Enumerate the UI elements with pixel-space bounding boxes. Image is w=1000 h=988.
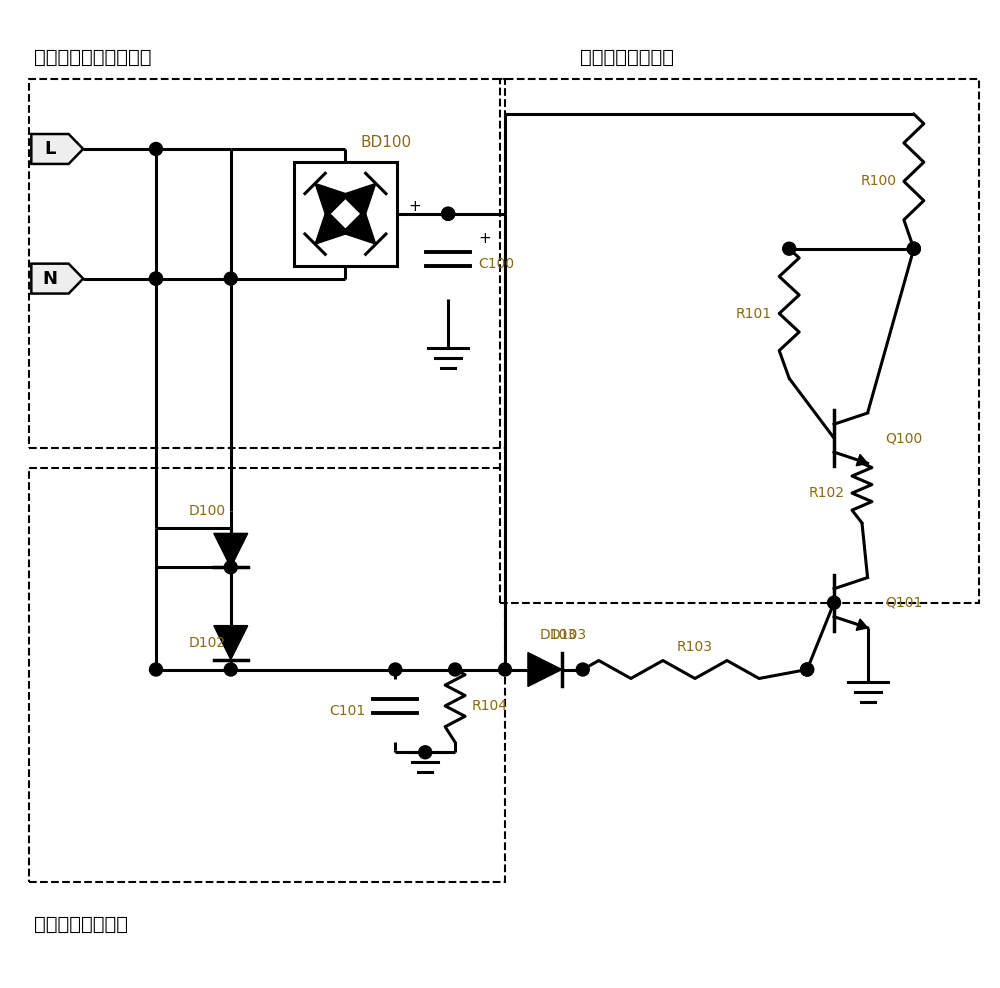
Polygon shape (315, 210, 349, 244)
Polygon shape (342, 184, 376, 217)
Polygon shape (214, 625, 248, 660)
Text: +: + (478, 231, 491, 246)
Circle shape (828, 596, 841, 610)
Circle shape (907, 242, 920, 255)
Text: R102: R102 (809, 486, 845, 500)
Polygon shape (31, 264, 83, 293)
Text: 交流输入整流滤波单元: 交流输入整流滤波单元 (34, 48, 152, 67)
Circle shape (224, 663, 237, 676)
Text: D103: D103 (550, 627, 587, 641)
Circle shape (224, 272, 237, 286)
Text: R103: R103 (677, 639, 713, 653)
Circle shape (389, 663, 402, 676)
Polygon shape (342, 210, 376, 244)
Circle shape (907, 242, 920, 255)
Text: BD100: BD100 (360, 135, 412, 150)
Polygon shape (856, 454, 868, 465)
Text: 交流电压检测单元: 交流电压检测单元 (34, 915, 128, 934)
Text: D103: D103 (540, 627, 577, 641)
Text: R100: R100 (861, 174, 897, 189)
Circle shape (499, 663, 511, 676)
Circle shape (801, 663, 814, 676)
Circle shape (442, 207, 455, 220)
Text: R104: R104 (472, 699, 508, 713)
Polygon shape (31, 134, 83, 164)
Text: C100: C100 (478, 257, 514, 271)
Polygon shape (214, 534, 248, 567)
Text: C101: C101 (329, 703, 365, 718)
Polygon shape (856, 619, 868, 630)
Text: N: N (42, 270, 57, 288)
Circle shape (149, 663, 162, 676)
Circle shape (149, 142, 162, 155)
Circle shape (149, 272, 162, 286)
Text: Q101: Q101 (886, 596, 923, 610)
Text: R101: R101 (736, 306, 772, 320)
Polygon shape (528, 652, 562, 687)
Circle shape (783, 242, 796, 255)
Text: +: + (408, 199, 421, 213)
Text: 残留电荷泄放单元: 残留电荷泄放单元 (580, 48, 674, 67)
Circle shape (442, 207, 455, 220)
Text: D100: D100 (189, 505, 226, 519)
Polygon shape (315, 184, 349, 217)
Text: Q100: Q100 (886, 431, 923, 446)
Text: D102: D102 (189, 635, 226, 649)
Bar (29, 468, 505, 882)
Circle shape (801, 663, 814, 676)
Circle shape (419, 746, 432, 759)
Circle shape (149, 272, 162, 286)
Circle shape (224, 561, 237, 574)
Bar (294, 162, 397, 266)
Bar (500, 79, 979, 603)
Bar (29, 79, 505, 449)
Text: L: L (44, 140, 56, 158)
Circle shape (576, 663, 589, 676)
Circle shape (449, 663, 462, 676)
